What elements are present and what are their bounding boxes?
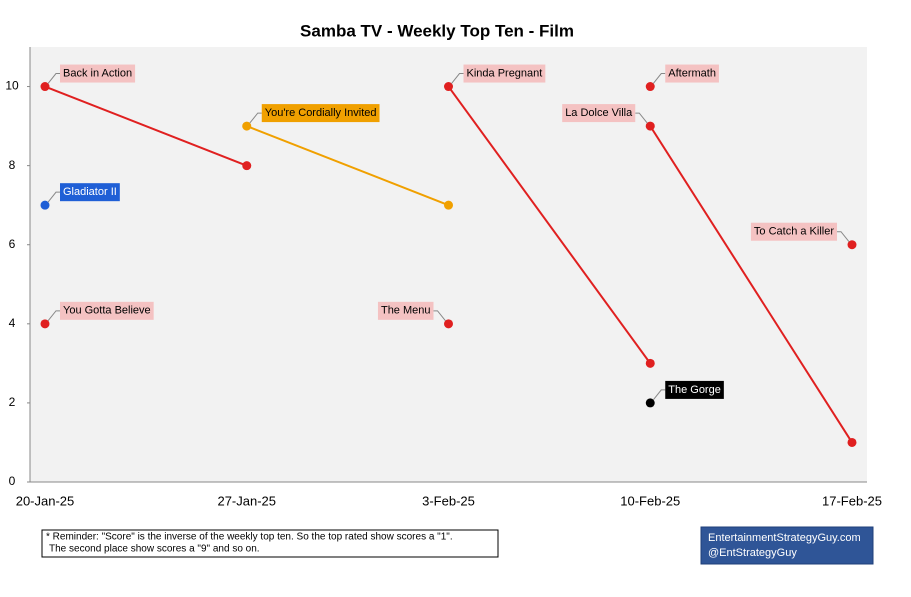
series-label: The Gorge xyxy=(668,384,721,396)
x-tick-label: 3-Feb-25 xyxy=(422,493,475,508)
label-bg xyxy=(665,380,724,399)
series-line xyxy=(447,85,652,364)
x-tick-label: 17-Feb-25 xyxy=(822,493,882,508)
credit: @EntStrategyGuy xyxy=(708,547,797,559)
point xyxy=(444,82,453,92)
series-label: To Catch a Killer xyxy=(754,226,834,238)
leader-line xyxy=(652,389,666,401)
leader-line xyxy=(451,73,464,84)
plot-area xyxy=(30,47,867,482)
point xyxy=(645,358,655,368)
point xyxy=(847,437,857,447)
label-bg xyxy=(60,64,136,83)
footnote: The second place show scores a "9" and s… xyxy=(49,544,260,555)
leader-line xyxy=(433,310,446,322)
point xyxy=(242,121,252,131)
series-line xyxy=(246,125,449,207)
leader-line xyxy=(837,231,850,243)
footnote-box xyxy=(41,529,499,558)
x-tick-label: 10-Feb-25 xyxy=(620,493,680,508)
point xyxy=(40,319,50,329)
leader-line xyxy=(47,310,60,322)
point xyxy=(645,82,655,92)
series-label: You're Cordially Invited xyxy=(265,107,377,119)
series-label: La Dolce Villa xyxy=(565,107,633,119)
point xyxy=(40,200,50,210)
series-label: Back in Action xyxy=(63,67,132,79)
label-bg xyxy=(750,222,837,241)
y-tick-label: 8 xyxy=(9,158,16,172)
y-tick-label: 10 xyxy=(5,79,19,93)
point xyxy=(444,200,453,210)
point xyxy=(645,398,655,408)
y-tick-label: 4 xyxy=(9,316,16,330)
series-label: Aftermath xyxy=(668,67,716,79)
series-label: Kinda Pregnant xyxy=(467,67,543,79)
point xyxy=(40,82,50,92)
point xyxy=(847,240,857,250)
label-bg xyxy=(261,104,380,123)
label-bg xyxy=(463,64,546,83)
point xyxy=(242,161,252,171)
label-bg xyxy=(377,301,434,320)
y-tick-label: 0 xyxy=(9,474,16,488)
point xyxy=(645,121,655,131)
series-line xyxy=(649,125,853,443)
series-label: The Menu xyxy=(381,305,431,317)
leader-line xyxy=(47,73,60,84)
y-tick-label: 6 xyxy=(9,237,16,251)
footnote: * Reminder: "Score" is the inverse of th… xyxy=(46,532,453,543)
chart-title: Samba TV - Weekly Top Ten - Film xyxy=(300,21,574,40)
label-bg xyxy=(60,301,154,320)
label-bg xyxy=(562,104,636,123)
x-tick-label: 20-Jan-25 xyxy=(16,493,75,508)
leader-line xyxy=(635,112,648,124)
series-label: Gladiator II xyxy=(63,186,117,198)
leader-line xyxy=(652,73,666,84)
label-bg xyxy=(665,64,719,83)
series-label: You Gotta Believe xyxy=(63,305,151,317)
point xyxy=(444,319,453,329)
credit-box xyxy=(700,526,874,565)
leader-line xyxy=(249,112,262,124)
series-line xyxy=(44,85,248,167)
credit: EntertainmentStrategyGuy.com xyxy=(708,532,861,544)
x-tick-label: 27-Jan-25 xyxy=(217,493,276,508)
leader-line xyxy=(47,191,60,203)
y-tick-label: 2 xyxy=(9,395,16,409)
label-bg xyxy=(60,183,120,202)
